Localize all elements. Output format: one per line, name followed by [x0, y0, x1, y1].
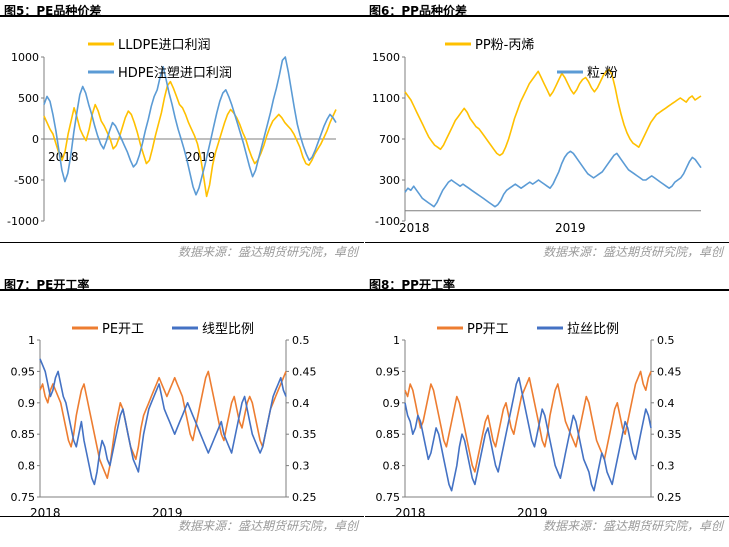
- source-note: 数据来源：盛达期货研究院，卓创: [177, 245, 358, 259]
- y2-tick-label: 0.4: [292, 397, 310, 410]
- series-line-0: [43, 80, 337, 198]
- chart-panel-fig6: 图6：PP品种价差 -100 300 700 1100 1500 2018 2019 PP粉-…: [365, 0, 729, 273]
- y-tick-label: 1000: [11, 51, 39, 64]
- y-tick-label: 1100: [372, 92, 400, 105]
- divider: [365, 516, 729, 517]
- chart-title: 图6：PP品种价差: [369, 4, 467, 18]
- divider: [365, 242, 729, 243]
- legend-label: LLDPE进口利润: [118, 38, 211, 53]
- y-tick-label: 0.75: [11, 491, 36, 504]
- series-line-1: [39, 358, 287, 486]
- y2-tick-label: 0.45: [292, 365, 317, 378]
- y-tick-label: 0.9: [383, 397, 401, 410]
- y2-tick-label: 0.4: [657, 397, 675, 410]
- legend-label: HDPE注塑进口利润: [118, 66, 232, 81]
- series-line-1: [404, 376, 652, 492]
- chart-svg: 0.75 0.8 0.85 0.9 0.95 1 0.25 0.3 0.35 0.4 0.45 0.5…: [376, 322, 682, 520]
- source-note: 数据来源：盛达期货研究院，卓创: [177, 519, 358, 533]
- y-tick-label: 0.9: [18, 397, 36, 410]
- y-tick-label: 0.8: [18, 460, 36, 473]
- top-rule: [0, 15, 729, 17]
- series-line-1: [404, 150, 702, 208]
- y2-tick-label: 0.25: [657, 491, 682, 504]
- y-tick-label: 0.75: [376, 491, 401, 504]
- y2-tick-label: 0.25: [292, 491, 317, 504]
- y2-tick-label: 0.35: [657, 428, 682, 441]
- legend-label: 线型比例: [202, 322, 254, 337]
- chart-svg: 0.75 0.8 0.85 0.9 0.95 1 0.25 0.3 0.35 0.4 0.45 0.5…: [11, 322, 317, 520]
- y-tick-label: -500: [14, 174, 39, 187]
- x-tick-label: 2018: [399, 221, 430, 235]
- y-tick-label: 0.85: [376, 428, 401, 441]
- x-tick-label: 2018: [395, 506, 426, 520]
- y2-tick-label: 0.3: [292, 460, 310, 473]
- source-note: 数据来源：盛达期货研究院，卓创: [542, 519, 723, 533]
- y-tick-label: -100: [375, 215, 400, 228]
- y-tick-label: 300: [379, 174, 400, 187]
- middle-rule: [0, 289, 729, 291]
- series-line-1: [43, 56, 337, 196]
- y-tick-label: 0.8: [383, 460, 401, 473]
- series-line-0: [404, 370, 652, 473]
- legend-label: PP开工: [467, 322, 509, 337]
- y2-tick-label: 0.5: [292, 334, 310, 347]
- chart-title: 图7：PE开工率: [4, 278, 90, 292]
- series-line-0: [404, 68, 702, 157]
- y-tick-label: 0.95: [11, 365, 36, 378]
- x-tick-label: 2018: [30, 506, 61, 520]
- chart-panel-fig7: 图7：PE开工率 0.75 0.8 0.85 0.9 0.95 1 0.25 0.3 0.35 0…: [0, 274, 364, 547]
- y-tick-label: 0.85: [11, 428, 36, 441]
- chart-panel-fig5: 图5：PE品种价差 -1000 -500 0 500 1000 2018 2019 LLDPE…: [0, 0, 364, 273]
- y2-tick-label: 0.35: [292, 428, 317, 441]
- legend-label: 粒-粉: [587, 66, 618, 81]
- divider: [0, 516, 364, 517]
- chart-title: 图5：PE品种价差: [4, 4, 102, 18]
- legend-label: PP粉-丙烯: [475, 38, 534, 53]
- chart-panel-fig8: 图8：PP开工率 0.75 0.8 0.85 0.9 0.95 1 0.25 0.3 0.35 0…: [365, 274, 729, 547]
- y-tick-label: 0: [32, 133, 39, 146]
- y-tick-label: 700: [379, 133, 400, 146]
- legend-label: 拉丝比例: [567, 322, 619, 337]
- chart-title: 图8：PP开工率: [369, 278, 455, 292]
- y-tick-label: 500: [18, 92, 39, 105]
- divider: [0, 242, 364, 243]
- y-tick-label: 1: [393, 334, 400, 347]
- y2-tick-label: 0.5: [657, 334, 675, 347]
- y-tick-label: 1: [28, 334, 35, 347]
- y-tick-label: -1000: [7, 215, 39, 228]
- y-tick-label: 1500: [372, 51, 400, 64]
- y-tick-label: 0.95: [376, 365, 401, 378]
- series-line-0: [39, 370, 287, 479]
- legend-label: PE开工: [102, 322, 144, 337]
- x-tick-label: 2019: [555, 221, 586, 235]
- y2-tick-label: 0.3: [657, 460, 675, 473]
- chart-svg: -100 300 700 1100 1500 2018 2019 PP粉-丙烯粒-粉: [372, 38, 702, 235]
- source-note: 数据来源：盛达期货研究院，卓创: [542, 245, 723, 259]
- y2-tick-label: 0.45: [657, 365, 682, 378]
